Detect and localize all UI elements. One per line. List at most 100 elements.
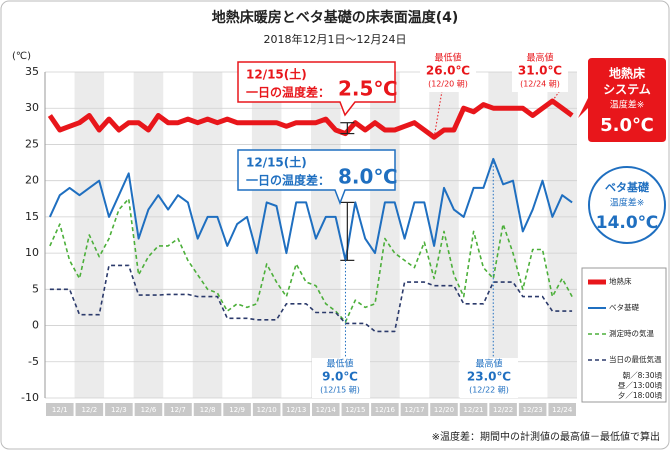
column-band: [547, 72, 577, 398]
badge-text: 地熱床: [609, 66, 646, 81]
y-tick-label: 0: [32, 319, 39, 332]
x-tick-label: 12/3: [111, 406, 127, 414]
plot: 12/1 12/2 12/3 12/6 12/7 12/8 12/9 12/10 12/13 12…: [21, 65, 577, 416]
annotations: 12/15(土) 一日の温度差： 2.5℃ 12/15(土) 一日の温度差： 8…: [237, 52, 666, 398]
column-band: [370, 72, 400, 398]
annotation-title: 最高値: [475, 358, 502, 370]
series-line: [49, 264, 573, 333]
annotation-title: 最高値: [526, 52, 553, 64]
x-tick-label: 12/6: [141, 406, 157, 414]
badge-note: 温度差※: [610, 99, 645, 111]
x-tick-label: 12/10: [257, 406, 277, 414]
x-label-bg: [489, 403, 517, 416]
blue-callout: [237, 149, 396, 206]
y-tick-label: -5: [28, 355, 39, 368]
x-label-bg: [400, 403, 429, 416]
x-tick-label: 12/15: [345, 406, 365, 414]
label-bg: [420, 52, 476, 92]
label-bg: [460, 358, 518, 398]
y-tick-label: -10: [21, 391, 39, 404]
red-total-badge: [578, 58, 666, 142]
y-tick-label: 35: [25, 65, 39, 78]
column-band: [429, 72, 459, 398]
y-tick-label: 10: [25, 246, 39, 259]
label-bg: [512, 52, 568, 92]
series-line: [47, 98, 574, 140]
callout-label: 一日の温度差：: [246, 85, 330, 100]
x-tick-label: 12/17: [404, 406, 424, 414]
x-label-bg: [518, 403, 547, 416]
annotation-title: 最低値: [326, 358, 353, 370]
annotation-value: 31.0℃: [518, 64, 562, 78]
series-line: [48, 157, 573, 262]
reading-time: 夕／18:00頃: [618, 390, 663, 400]
badge-note: 温度差※: [610, 197, 645, 209]
x-label-bg: [341, 403, 370, 416]
column-band: [488, 72, 518, 398]
x-tick-label: 12/8: [200, 406, 216, 414]
x-label-bg: [193, 403, 222, 416]
x-tick-label: 12/22: [493, 406, 513, 414]
callout-date: 12/15(土): [246, 155, 307, 170]
annotation-title: 最低値: [434, 52, 461, 64]
badge-value: 14.0℃: [596, 213, 659, 233]
reading-time: 朝／8:30頃: [623, 371, 663, 380]
callout-label: 一日の温度差：: [246, 173, 330, 188]
blue-total-badge: [588, 166, 666, 244]
x-tick-label: 12/16: [375, 406, 396, 414]
x-tick-label: 12/20: [434, 406, 454, 414]
x-tick-label: 12/1: [52, 406, 68, 414]
x-tick-label: 12/9: [229, 406, 245, 414]
x-tick-label: 12/24: [552, 406, 573, 414]
x-label-bg: [46, 403, 74, 416]
x-label-bg: [371, 403, 399, 416]
leader-line: [433, 89, 443, 138]
x-tick-label: 12/13: [286, 406, 306, 414]
reading-time: 昼／13:00頃: [618, 381, 663, 390]
x-tick-label: 12/21: [463, 406, 483, 414]
badge-value: 5.0℃: [600, 115, 654, 136]
y-tick-label: 25: [25, 137, 39, 150]
y-tick-label: 15: [25, 210, 39, 223]
label-bg: [312, 358, 370, 398]
chart-title: 地熱床暖房とベタ基礎の床表面温度(4): [212, 9, 459, 26]
annotation-when: (12/24 朝): [520, 80, 560, 89]
y-tick-label: 30: [25, 101, 39, 114]
x-label-bg: [548, 403, 576, 416]
red-callout: [237, 61, 396, 117]
annotation-value: 9.0℃: [322, 370, 358, 384]
x-label-bg: [105, 403, 133, 416]
x-label-bg: [75, 403, 104, 416]
x-label-bg: [282, 403, 310, 416]
y-axis-label: (℃): [12, 51, 31, 62]
legend-box: [581, 267, 667, 403]
legend-label: ベタ基礎: [609, 302, 639, 312]
annotation-value: 26.0℃: [426, 64, 470, 78]
x-label-bg: [223, 403, 251, 416]
callout-date: 12/15(土): [246, 67, 307, 82]
x-label-bg: [430, 403, 458, 416]
x-label-bg: [459, 403, 488, 416]
callout-value: 2.5℃: [338, 77, 398, 101]
x-tick-label: 12/23: [523, 406, 543, 414]
callout-value: 8.0℃: [338, 165, 398, 189]
series-line: [49, 198, 573, 323]
annotation-when: (12/20 朝): [428, 80, 468, 89]
footnote: ※温度差：期間中の計測値の最高値－最低値で算出: [432, 430, 660, 443]
x-tick-label: 12/2: [81, 406, 97, 414]
x-label-bg: [134, 403, 163, 416]
legend-label: 測定時の気温: [609, 328, 654, 338]
x-label-bg: [164, 403, 192, 416]
badge-text: ベタ基礎: [605, 180, 650, 194]
legend-label: 当日の最低気温: [609, 354, 662, 364]
x-label-bg: [312, 403, 340, 416]
annotation-value: 23.0℃: [467, 370, 511, 384]
x-tick-label: 12/14: [316, 406, 337, 414]
y-tick-label: 5: [32, 282, 39, 295]
legend-label: 地熱床: [609, 276, 632, 286]
badge-text: システム: [603, 83, 651, 97]
annotation-when: (12/22 朝): [469, 386, 509, 395]
x-tick-label: 12/7: [170, 406, 186, 414]
column-band: [251, 72, 282, 398]
